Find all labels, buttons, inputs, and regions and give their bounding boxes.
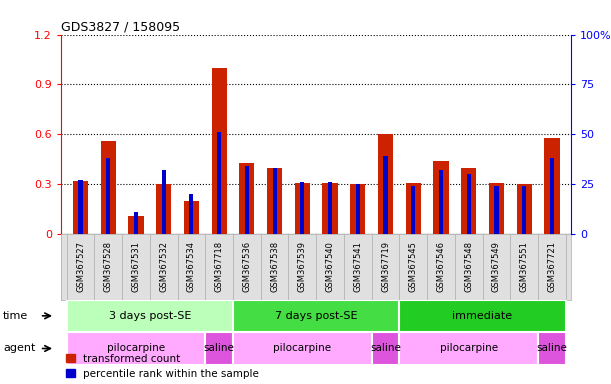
Bar bbox=[240, 163, 255, 234]
Bar bbox=[323, 183, 338, 234]
Bar bbox=[544, 138, 560, 234]
Bar bbox=[156, 184, 171, 234]
Text: GSM367539: GSM367539 bbox=[298, 242, 307, 292]
Text: GSM367546: GSM367546 bbox=[436, 242, 445, 292]
Bar bbox=[134, 212, 138, 234]
Bar bbox=[461, 168, 477, 234]
Text: saline: saline bbox=[370, 343, 401, 354]
Bar bbox=[67, 332, 205, 365]
Text: GDS3827 / 158095: GDS3827 / 158095 bbox=[61, 20, 180, 33]
Bar bbox=[233, 332, 371, 365]
Bar bbox=[233, 300, 400, 332]
Bar bbox=[433, 161, 448, 234]
Bar bbox=[384, 156, 387, 234]
Bar bbox=[162, 170, 166, 234]
Text: GSM367718: GSM367718 bbox=[214, 241, 224, 293]
Bar bbox=[400, 332, 538, 365]
Text: immediate: immediate bbox=[453, 311, 513, 321]
Text: time: time bbox=[3, 311, 28, 321]
Text: GSM367719: GSM367719 bbox=[381, 242, 390, 292]
Bar bbox=[211, 68, 227, 234]
Bar bbox=[516, 184, 532, 234]
Text: pilocarpine: pilocarpine bbox=[107, 343, 165, 354]
Bar bbox=[356, 184, 360, 234]
Bar bbox=[273, 168, 277, 234]
Text: GSM367531: GSM367531 bbox=[131, 242, 141, 292]
Bar bbox=[217, 132, 221, 234]
Text: saline: saline bbox=[203, 343, 235, 354]
Text: GSM367540: GSM367540 bbox=[326, 242, 335, 292]
Text: GSM367528: GSM367528 bbox=[104, 242, 113, 292]
Text: GSM367527: GSM367527 bbox=[76, 242, 85, 292]
Bar bbox=[300, 182, 304, 234]
Bar bbox=[295, 183, 310, 234]
Text: 3 days post-SE: 3 days post-SE bbox=[109, 311, 191, 321]
Bar bbox=[267, 168, 282, 234]
Text: GSM367532: GSM367532 bbox=[159, 242, 168, 292]
Bar bbox=[522, 186, 526, 234]
Text: saline: saline bbox=[536, 343, 567, 354]
Text: GSM367548: GSM367548 bbox=[464, 242, 473, 292]
Text: 7 days post-SE: 7 days post-SE bbox=[275, 311, 357, 321]
Bar bbox=[67, 300, 233, 332]
Text: agent: agent bbox=[3, 343, 35, 354]
Bar bbox=[439, 170, 443, 234]
Bar bbox=[184, 201, 199, 234]
Text: GSM367536: GSM367536 bbox=[243, 241, 251, 293]
Bar bbox=[205, 332, 233, 365]
Text: GSM367721: GSM367721 bbox=[547, 242, 557, 292]
Legend: transformed count, percentile rank within the sample: transformed count, percentile rank withi… bbox=[67, 354, 259, 379]
Bar bbox=[400, 300, 566, 332]
Bar bbox=[78, 180, 82, 234]
Text: GSM367545: GSM367545 bbox=[409, 242, 418, 292]
Text: pilocarpine: pilocarpine bbox=[273, 343, 331, 354]
Text: GSM367551: GSM367551 bbox=[519, 242, 529, 292]
Text: GSM367549: GSM367549 bbox=[492, 242, 501, 292]
Text: GSM367538: GSM367538 bbox=[270, 241, 279, 293]
Bar bbox=[101, 141, 116, 234]
Bar bbox=[128, 216, 144, 234]
Bar bbox=[328, 182, 332, 234]
Bar bbox=[245, 166, 249, 234]
Bar bbox=[538, 332, 566, 365]
Bar bbox=[489, 183, 504, 234]
Bar bbox=[378, 134, 393, 234]
Bar bbox=[371, 332, 400, 365]
Bar bbox=[494, 186, 499, 234]
Bar bbox=[189, 194, 194, 234]
Bar bbox=[350, 184, 365, 234]
Bar bbox=[73, 181, 88, 234]
Bar bbox=[406, 183, 421, 234]
Text: GSM367541: GSM367541 bbox=[353, 242, 362, 292]
Bar bbox=[467, 174, 470, 234]
Bar bbox=[550, 158, 554, 234]
Bar bbox=[411, 186, 415, 234]
Bar bbox=[106, 158, 111, 234]
Text: GSM367534: GSM367534 bbox=[187, 242, 196, 292]
Text: pilocarpine: pilocarpine bbox=[440, 343, 498, 354]
